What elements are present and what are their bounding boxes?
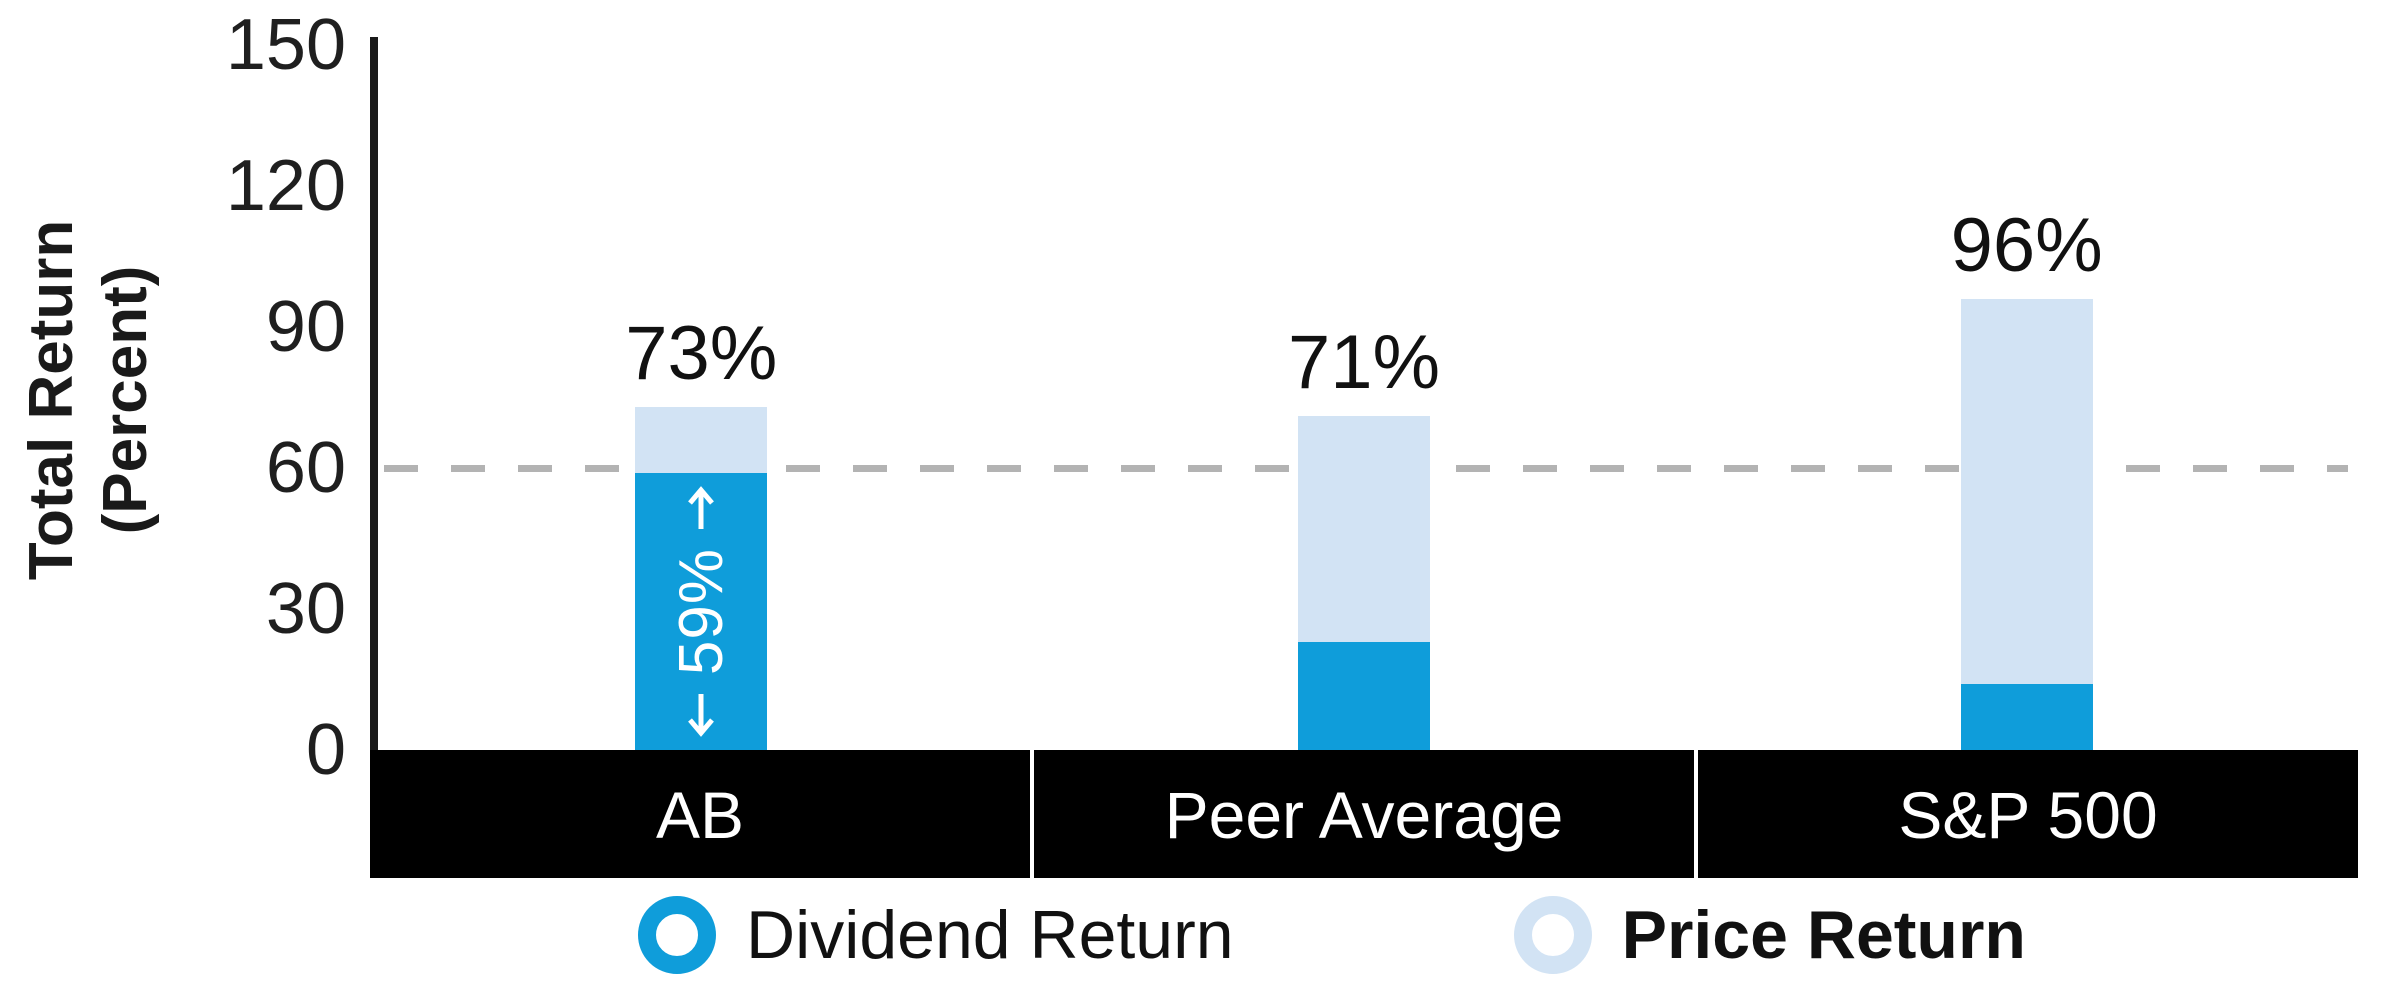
- bar-peer-average: [1298, 416, 1430, 750]
- y-axis-line: [370, 37, 378, 750]
- bar-s-p-500: [1960, 298, 2093, 750]
- down-arrow-icon: [688, 693, 715, 737]
- in-bar-value-label: 59%: [666, 547, 736, 675]
- y-axis-title-line2: (Percent): [91, 265, 160, 535]
- y-tick-label: 30: [265, 569, 346, 649]
- category-label-ab: AB: [370, 750, 1030, 878]
- segment-price-return: [635, 406, 768, 473]
- total-value-label: 96%: [1950, 202, 2103, 288]
- legend-item-dividend-return: Dividend Return: [638, 896, 1234, 974]
- total-value-label: 73%: [625, 310, 778, 396]
- legend-label-dividend-return: Dividend Return: [746, 897, 1234, 973]
- category-label-s-p-500: S&P 500: [1698, 750, 2358, 878]
- y-axis-title: Total Return (Percent): [15, 158, 165, 642]
- y-axis-title-line1: Total Return: [17, 219, 86, 581]
- segment-price-return: [1960, 298, 2093, 685]
- dividend-return-ring-icon: [638, 896, 716, 974]
- y-tick-label: 0: [305, 710, 346, 790]
- y-tick-label: 150: [225, 5, 346, 85]
- legend: Dividend Return Price Return: [638, 895, 2026, 975]
- bar-ab: 59%: [635, 406, 768, 750]
- legend-label-price-return: Price Return: [1621, 897, 2026, 973]
- segment-price-return: [1298, 416, 1430, 642]
- legend-item-price-return: Price Return: [1513, 896, 2026, 974]
- y-tick-label: 120: [225, 146, 346, 226]
- segment-dividend-return: [1298, 641, 1430, 750]
- y-tick-label: 90: [265, 287, 346, 367]
- segment-dividend-return: 59%: [635, 472, 768, 750]
- price-return-ring-icon: [1513, 896, 1592, 974]
- category-label-peer-average: Peer Average: [1034, 750, 1694, 878]
- y-tick-label: 60: [265, 428, 346, 508]
- segment-dividend-return: [1960, 684, 2093, 750]
- x-axis-category-band: AB Peer Average S&P 500: [370, 750, 2358, 878]
- total-value-label: 71%: [1287, 320, 1441, 406]
- up-arrow-icon: [688, 485, 715, 529]
